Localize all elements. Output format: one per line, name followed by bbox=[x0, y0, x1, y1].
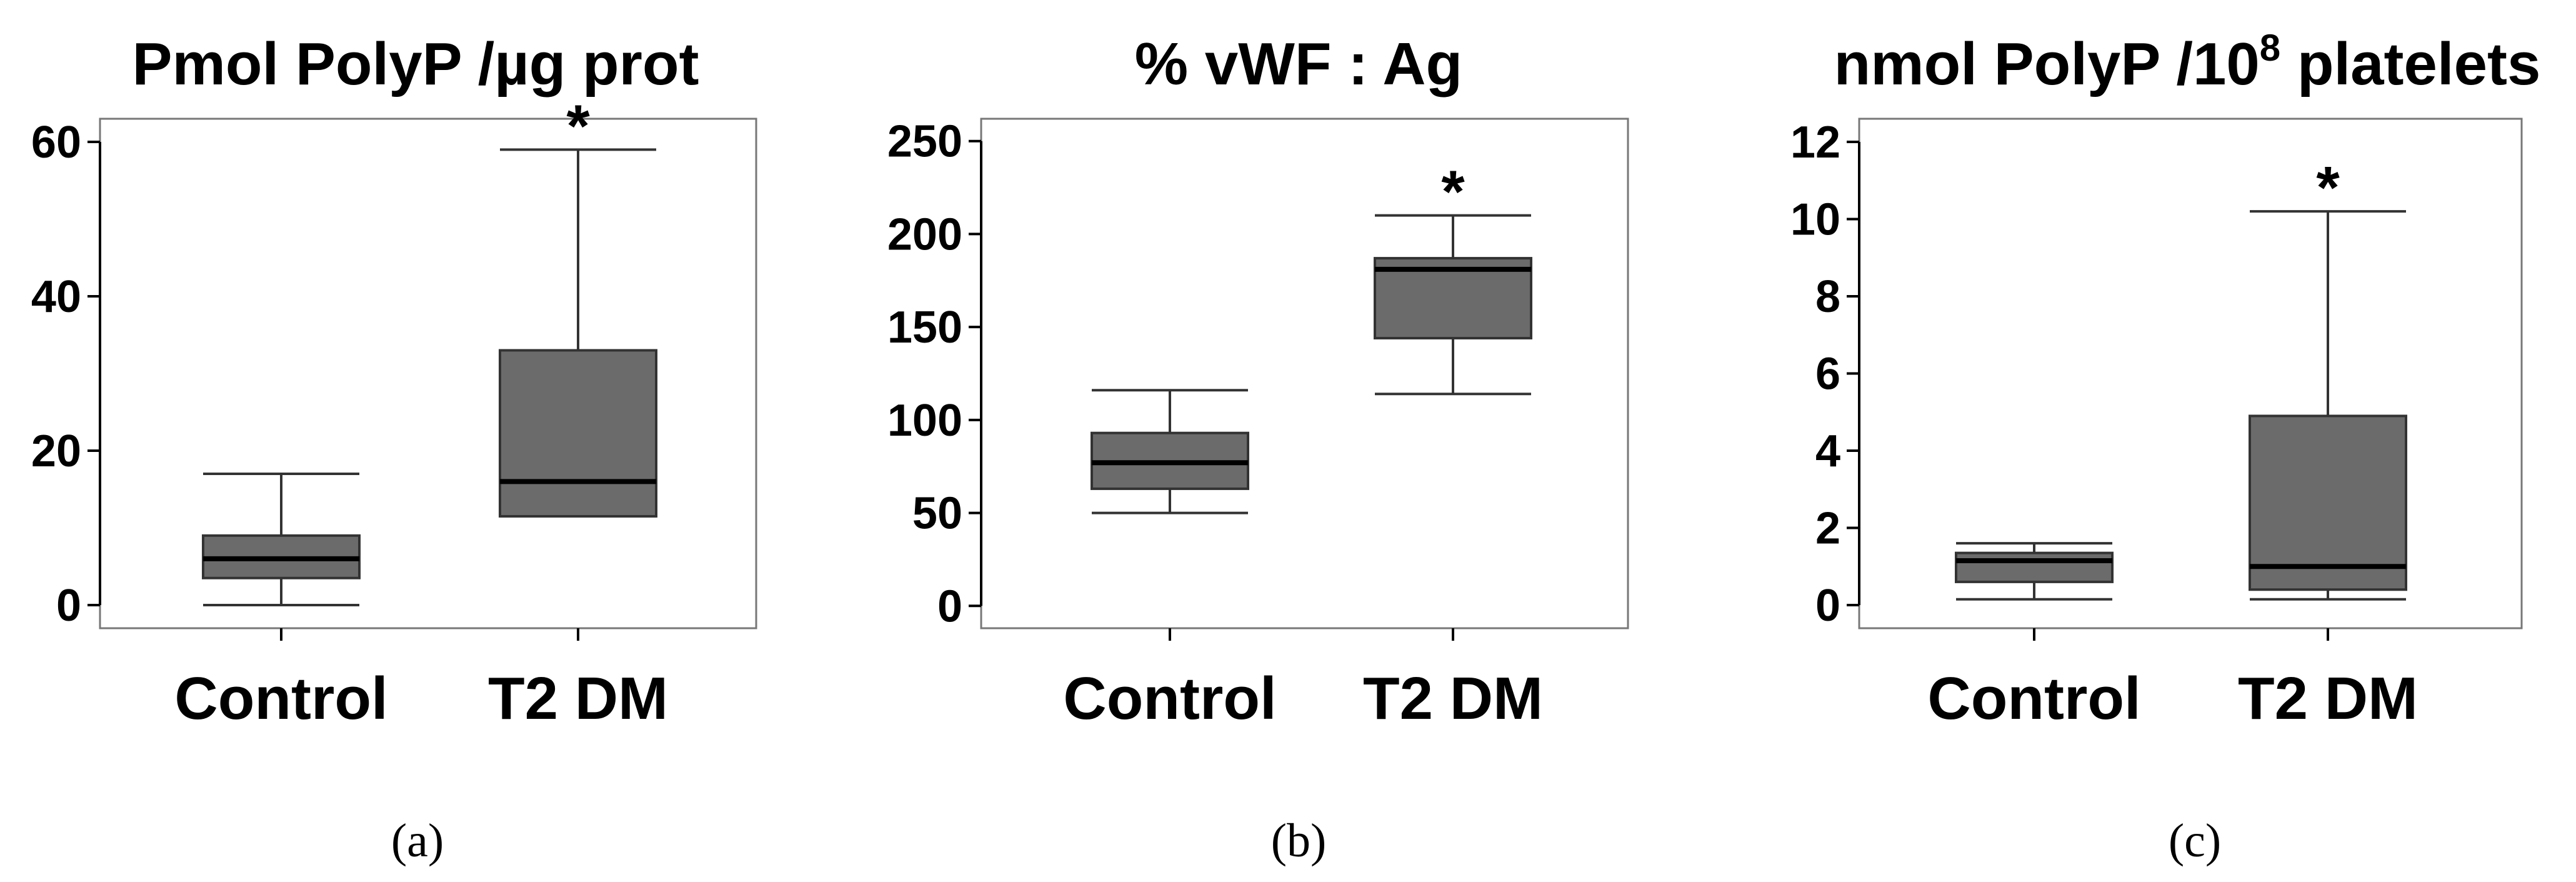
box-control: Control bbox=[1927, 542, 2141, 732]
panel-1: Pmol PolyP /µg prot 0 20 40 60 Control * T2 DM (… bbox=[31, 31, 757, 867]
x-category-label: Control bbox=[1927, 665, 2140, 732]
significance-marker: * bbox=[566, 93, 590, 159]
panel-3: nmol PolyP /108 platelets 0 2 4 6 8 10 12 Contro… bbox=[1790, 27, 2540, 867]
y-tick-label: 250 bbox=[887, 117, 962, 167]
panel-label: (c) bbox=[2169, 814, 2221, 867]
box-control: Control bbox=[1063, 389, 1277, 732]
y-tick-label: 0 bbox=[56, 581, 81, 631]
iqr-box bbox=[2249, 414, 2407, 591]
chart-title: nmol PolyP /108 platelets bbox=[1834, 27, 2541, 98]
y-tick-label: 6 bbox=[1815, 349, 1840, 399]
box-t2-dm: * T2 DM bbox=[2238, 154, 2418, 732]
x-category-label: Control bbox=[174, 665, 387, 732]
y-tick-label: 0 bbox=[1815, 581, 1840, 631]
significance-marker: * bbox=[1441, 159, 1465, 226]
y-tick-label: 10 bbox=[1790, 195, 1840, 245]
panel-label: (b) bbox=[1271, 814, 1327, 867]
x-category-label: Control bbox=[1063, 665, 1276, 732]
y-tick-label: 12 bbox=[1790, 118, 1840, 168]
y-tick-label: 40 bbox=[31, 272, 81, 322]
iqr-box bbox=[499, 349, 657, 518]
y-tick-label: 60 bbox=[31, 118, 81, 168]
chart-title: Pmol PolyP /µg prot bbox=[132, 31, 699, 98]
significance-marker: * bbox=[2316, 154, 2340, 221]
y-tick-label: 150 bbox=[887, 303, 962, 353]
box-t2-dm: * T2 DM bbox=[1363, 159, 1543, 732]
y-tick-label: 2 bbox=[1815, 503, 1840, 553]
plot-frame bbox=[980, 118, 1629, 629]
y-tick-label: 8 bbox=[1815, 272, 1840, 322]
y-tick-label: 100 bbox=[887, 396, 962, 446]
y-tick-label: 50 bbox=[912, 489, 962, 539]
x-category-label: T2 DM bbox=[2238, 665, 2418, 732]
y-tick-label: 200 bbox=[887, 209, 962, 259]
y-tick-label: 0 bbox=[937, 581, 962, 631]
x-category-label: T2 DM bbox=[488, 665, 668, 732]
y-tick-label: 20 bbox=[31, 426, 81, 476]
plot-frame bbox=[99, 118, 757, 629]
box-t2-dm: * T2 DM bbox=[488, 93, 668, 732]
x-category-label: T2 DM bbox=[1363, 665, 1543, 732]
box-control: Control bbox=[174, 473, 388, 732]
iqr-box bbox=[1955, 551, 2114, 583]
chart-title: % vWF : Ag bbox=[1135, 31, 1462, 98]
panel-label: (a) bbox=[391, 814, 444, 867]
y-tick-label: 4 bbox=[1815, 426, 1840, 476]
panel-2: % vWF : Ag 0 50 100 150 200 250 Control * T2 DM (b… bbox=[887, 31, 1629, 867]
